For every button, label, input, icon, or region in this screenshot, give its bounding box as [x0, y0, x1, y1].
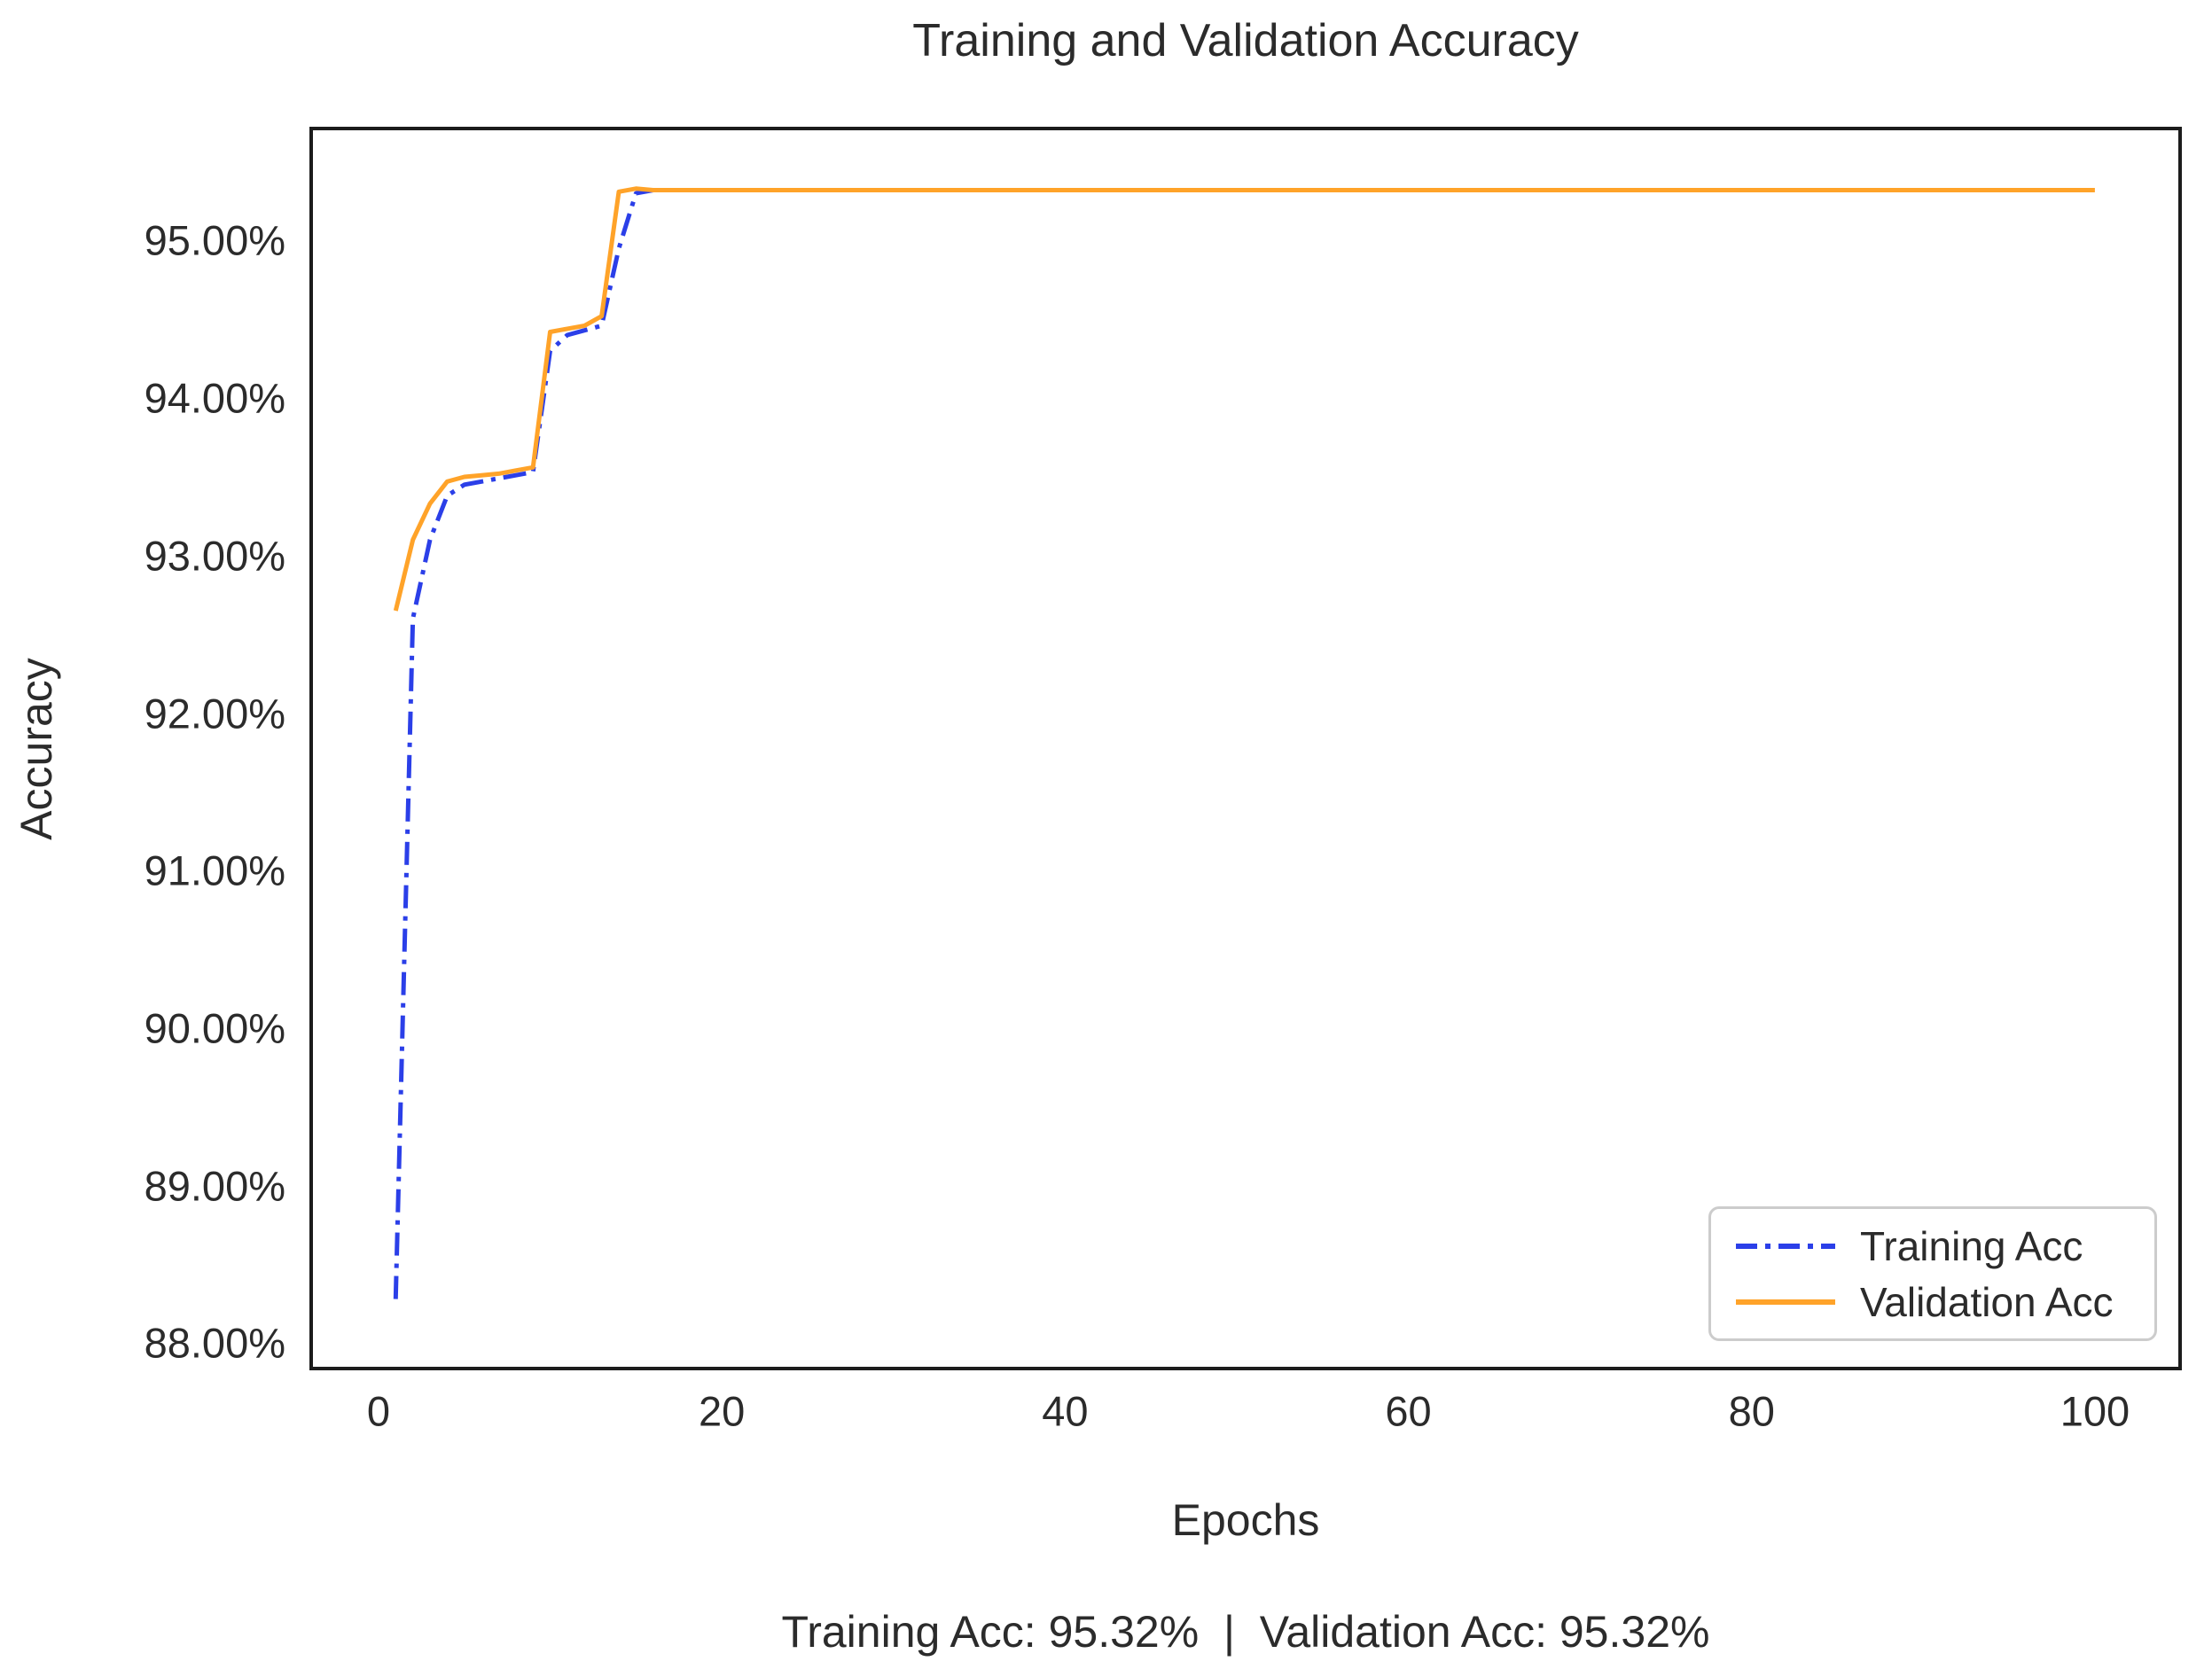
- x-tick-label: 100: [2060, 1387, 2130, 1435]
- y-tick-label: 92.00%: [144, 690, 285, 737]
- plot-area: [309, 127, 2182, 1370]
- y-tick-label: 95.00%: [144, 216, 285, 264]
- chart-title: Training and Validation Accuracy: [912, 15, 1579, 66]
- legend-label-training: Training Acc: [1860, 1222, 2083, 1269]
- final-accuracy-caption: Training Acc: 95.32% | Validation Acc: 9…: [781, 1607, 1710, 1657]
- y-tick-label: 91.00%: [144, 846, 285, 894]
- validation-line-sample-icon: [1736, 1299, 1835, 1305]
- legend-item-training: Training Acc: [1711, 1222, 2154, 1270]
- training-line-sample-icon: [1736, 1243, 1835, 1249]
- y-tick-label: 94.00%: [144, 374, 285, 422]
- legend-item-validation: Validation Acc: [1711, 1278, 2154, 1326]
- x-tick-label: 20: [699, 1387, 746, 1435]
- x-tick-label: 60: [1385, 1387, 1432, 1435]
- y-tick-label: 93.00%: [144, 532, 285, 580]
- y-tick-label: 89.00%: [144, 1162, 285, 1210]
- legend-label-validation: Validation Acc: [1860, 1278, 2114, 1325]
- validation-acc-line: [393, 186, 2095, 612]
- plot-lines-canvas: [393, 186, 2095, 1299]
- x-axis-label: Epochs: [1171, 1495, 1320, 1545]
- x-tick-label: 40: [1042, 1387, 1089, 1435]
- x-tick-label: 0: [366, 1387, 391, 1435]
- y-tick-label: 90.00%: [144, 1004, 285, 1052]
- legend: Training Acc Validation Acc: [1708, 1206, 2157, 1341]
- x-tick-label: 80: [1728, 1387, 1775, 1435]
- y-axis-label: Accuracy: [12, 658, 61, 840]
- training-acc-line: [393, 188, 2095, 1299]
- y-tick-label: 88.00%: [144, 1319, 285, 1367]
